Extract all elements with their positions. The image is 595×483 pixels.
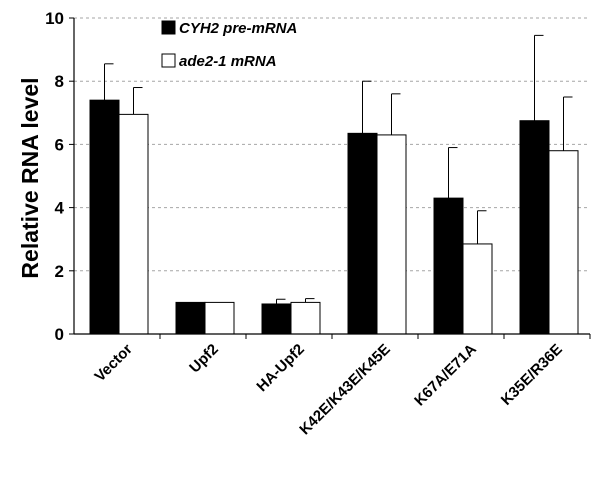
bar — [261, 303, 292, 335]
bar — [290, 301, 321, 335]
x-category-label: K67A/E71A — [411, 341, 480, 410]
legend: CYH2 pre-mRNA ade2-1 mRNA — [161, 20, 297, 70]
bar — [89, 99, 120, 335]
x-category-label: K35E/R36E — [498, 341, 566, 409]
bar — [519, 120, 550, 335]
y-tick-label: 6 — [55, 135, 64, 154]
y-tick-label: 4 — [55, 199, 65, 218]
bar — [376, 134, 407, 335]
legend-swatch — [161, 53, 176, 68]
bar — [175, 301, 206, 335]
bar — [204, 301, 235, 335]
y-tick-label: 0 — [55, 325, 64, 344]
legend-label: CYH2 pre-mRNA — [179, 20, 297, 37]
y-axis-ticks: 0 2 4 6 8 10 — [45, 9, 74, 344]
x-category-label: HA-Upf2 — [253, 341, 307, 395]
x-category-label: Vector — [91, 341, 136, 386]
legend-label: ade2-1 mRNA — [179, 53, 277, 70]
bar — [433, 197, 464, 335]
bar — [118, 113, 149, 335]
gridlines — [74, 17, 590, 272]
bar — [347, 132, 378, 335]
error-bars — [104, 34, 573, 304]
axes — [73, 18, 591, 339]
x-category-label: K42E/K43E/K45E — [296, 341, 394, 439]
bars — [89, 99, 579, 335]
y-axis-label: Relative RNA level — [17, 77, 43, 278]
y-tick-label: 10 — [45, 9, 64, 28]
bar — [548, 150, 579, 335]
x-category-label: Upf2 — [186, 341, 222, 377]
y-tick-label: 8 — [55, 72, 64, 91]
legend-swatch — [161, 20, 176, 35]
y-tick-label: 2 — [55, 262, 64, 281]
bar — [462, 243, 493, 335]
